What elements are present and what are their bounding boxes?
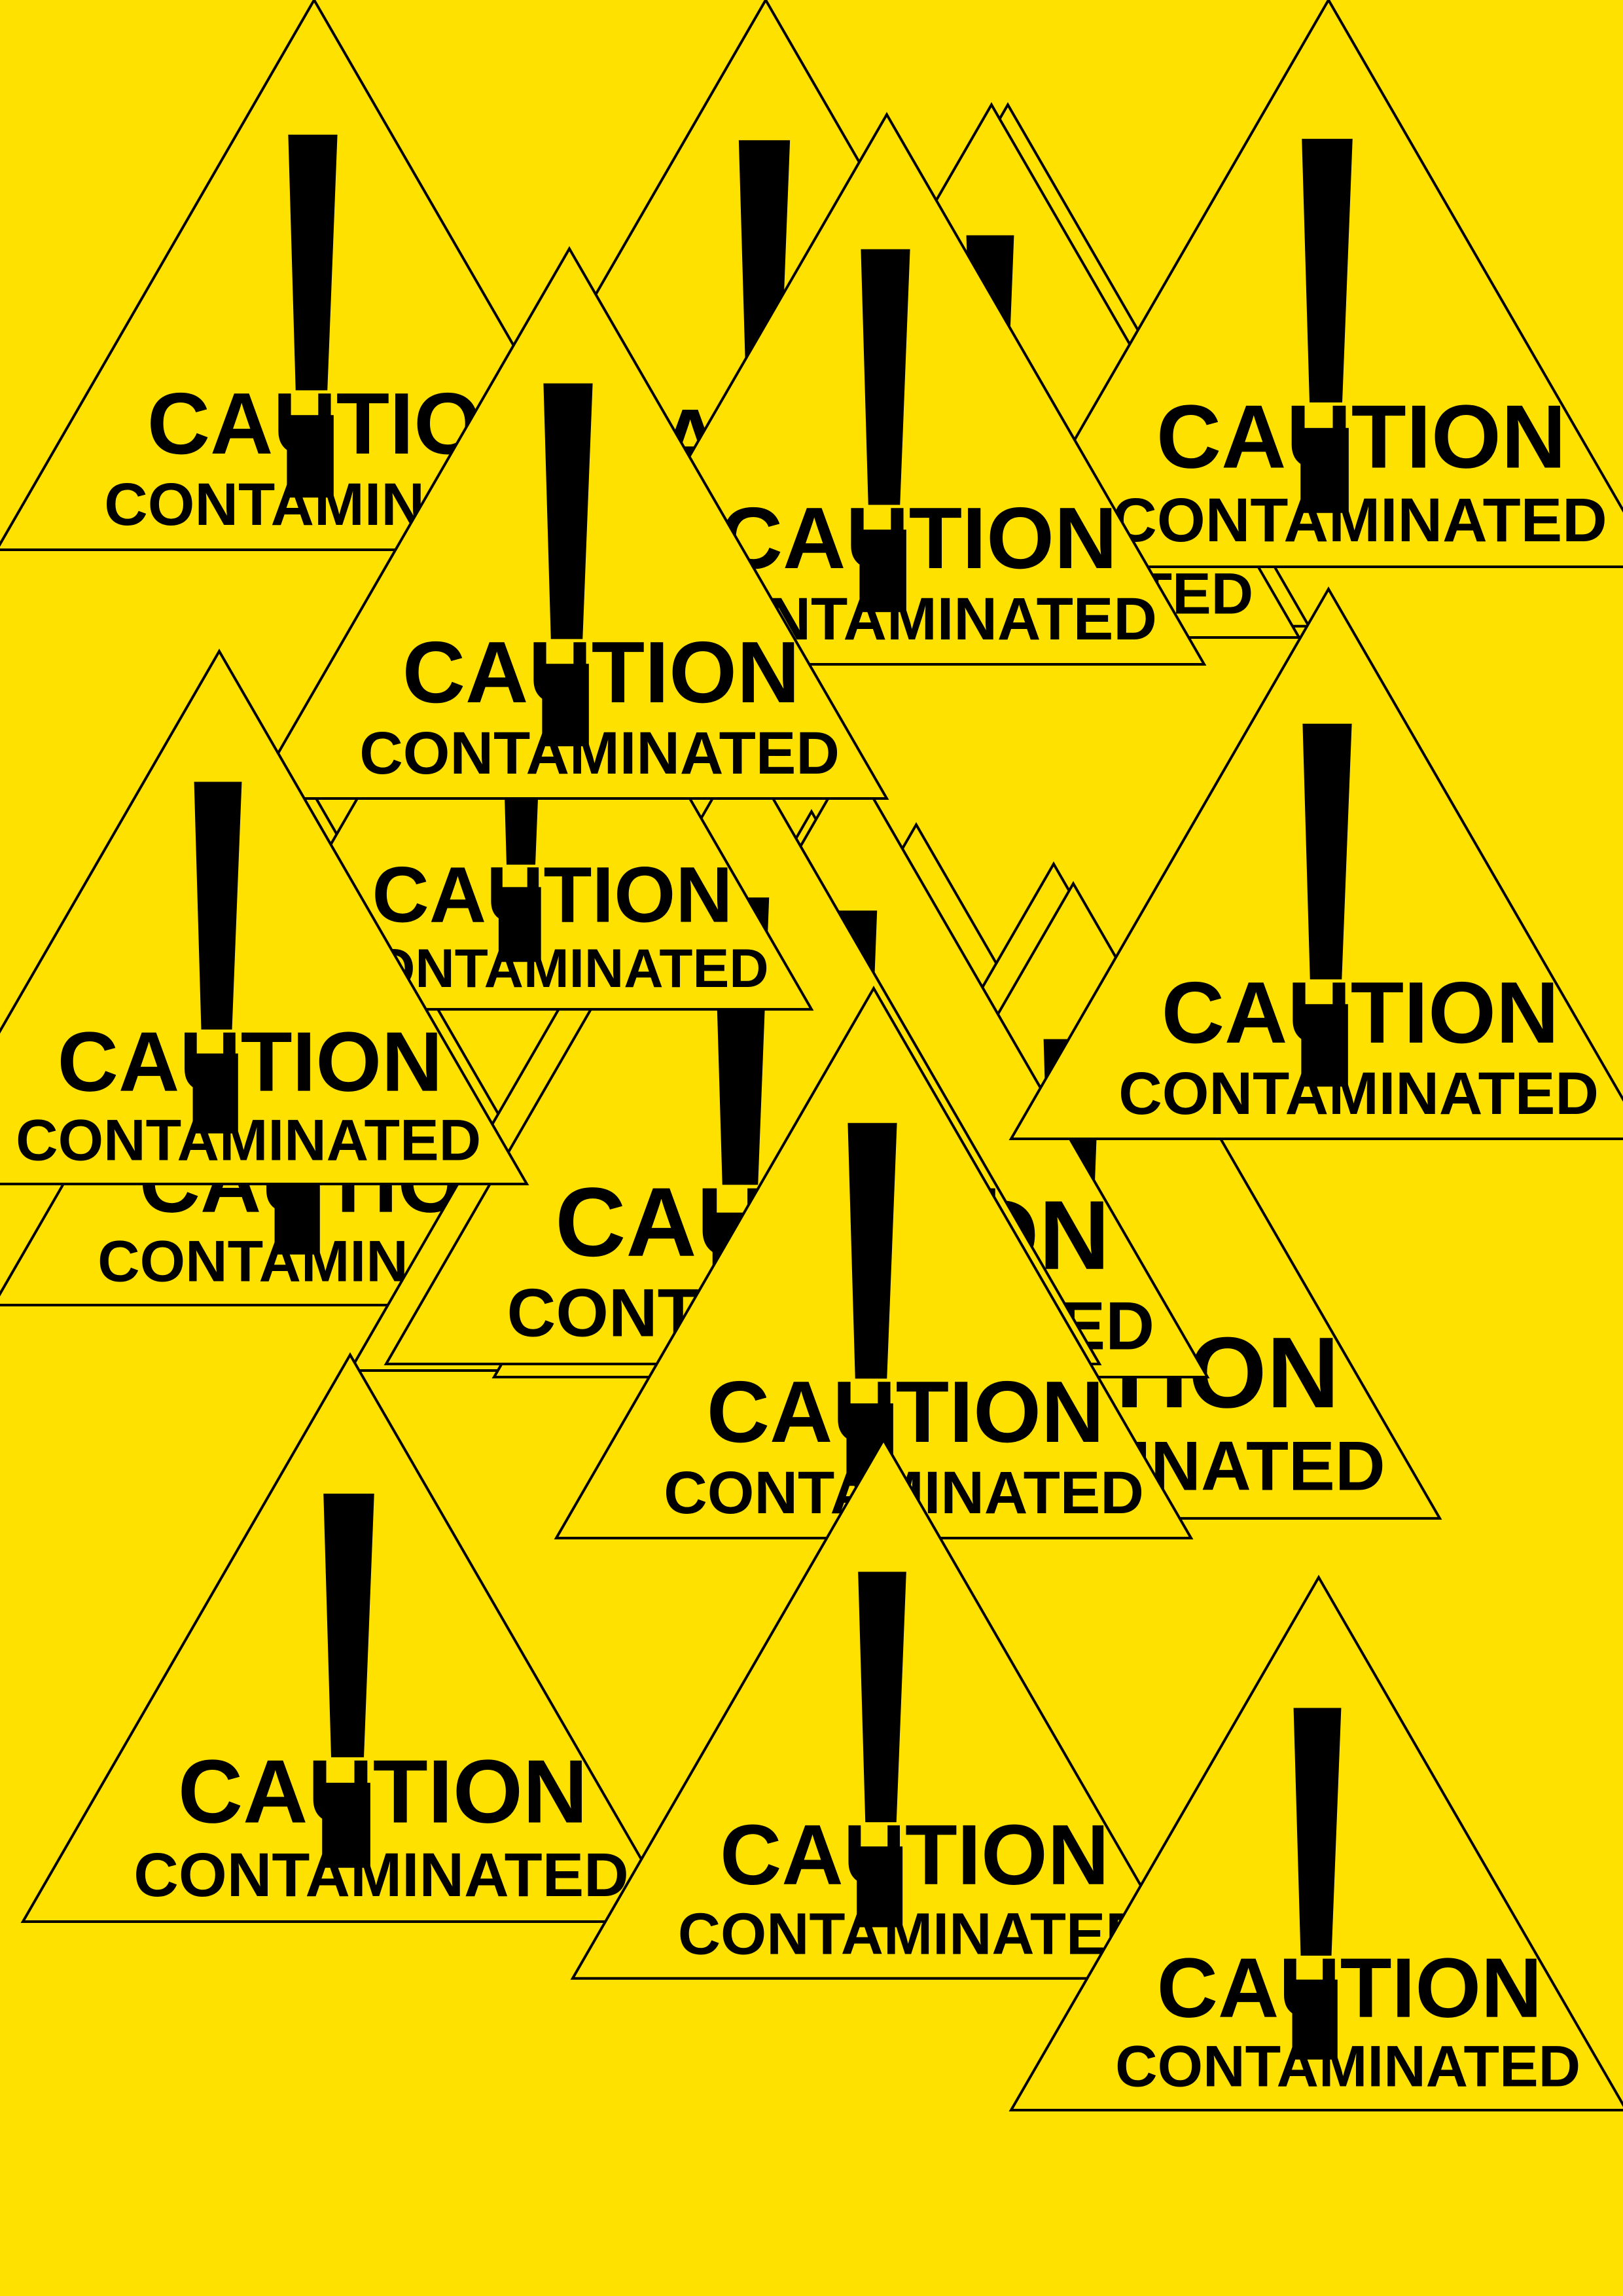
exclamation-mark-icon (859, 249, 910, 613)
exclamation-mark-icon (287, 134, 338, 498)
sign-subheading-text: CONTAMINATED (1115, 2033, 1580, 2098)
sign-heading-text: CAUTION (707, 1363, 1104, 1461)
exclamation-mark-icon (542, 383, 593, 747)
sign-subheading-text: CONTAMINATED (1112, 486, 1607, 555)
sign-heading-text: CAUTION (1157, 1941, 1543, 2036)
sign-subheading-text: CONTAMINATED (134, 1840, 628, 1910)
sign-heading-text: CAUTION (1156, 387, 1566, 487)
exclamation-mark-icon (1292, 1708, 1342, 2060)
sign-subheading-text: CONTAMINATED (359, 719, 840, 787)
sign-heading-text: CAUTION (720, 490, 1117, 587)
exclamation-mark-icon (1300, 139, 1353, 513)
sign-layer: CAUTIONCONTAMINATEDCAUTIONCONTAMINATEDCA… (0, 0, 1623, 2112)
sign-heading-text: CAUTION (1162, 964, 1559, 1062)
exclamation-mark-icon (1301, 723, 1352, 1087)
exclamation-mark-icon (857, 1571, 906, 1928)
sign-heading-text: CAUTION (402, 624, 800, 721)
sign-heading-text: CAUTION (372, 850, 732, 939)
sign-subheading-text: CONTAMINATED (16, 1107, 481, 1172)
sign-heading-text: CAUTION (178, 1742, 588, 1842)
sign-heading-text: CAUTION (58, 1015, 443, 1109)
sign-heading-text: CAUTION (720, 1807, 1109, 1903)
exclamation-mark-icon (192, 781, 242, 1134)
exclamation-mark-icon (322, 1494, 374, 1868)
sign-subheading-text: CONTAMINATED (1118, 1060, 1599, 1127)
sign-subheading-text: CONTAMINATED (678, 1901, 1149, 1967)
warning-triangle-outline (0, 649, 529, 1186)
